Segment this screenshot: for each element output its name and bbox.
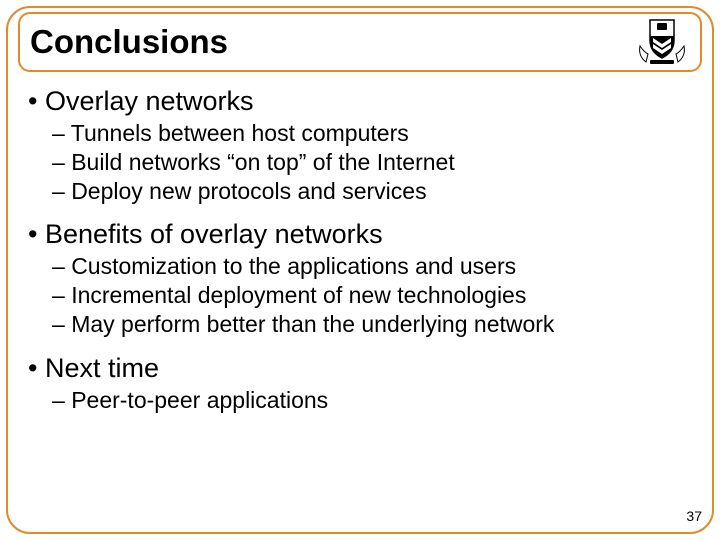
princeton-shield-icon bbox=[634, 16, 690, 66]
sub-bullet: – Incremental deployment of new technolo… bbox=[52, 281, 692, 310]
heading-text: Benefits of overlay networks bbox=[45, 219, 383, 249]
section-heading: • Next time bbox=[28, 353, 692, 384]
section-heading: • Overlay networks bbox=[28, 86, 692, 117]
sub-bullet: – Tunnels between host computers bbox=[52, 119, 692, 148]
sub-bullet: – May perform better than the underlying… bbox=[52, 310, 692, 339]
sub-text: Peer-to-peer applications bbox=[71, 387, 328, 413]
section-2: • Next time – Peer-to-peer applications bbox=[28, 353, 692, 415]
sub-bullet: – Build networks “on top” of the Interne… bbox=[52, 148, 692, 177]
slide-title: Conclusions bbox=[30, 23, 228, 61]
sub-text: Customization to the applications and us… bbox=[71, 253, 516, 279]
section-1: • Benefits of overlay networks – Customi… bbox=[28, 219, 692, 338]
section-heading: • Benefits of overlay networks bbox=[28, 219, 692, 250]
slide-content: • Overlay networks – Tunnels between hos… bbox=[28, 86, 692, 520]
slide-number: 37 bbox=[686, 508, 702, 524]
sub-text: May perform better than the underlying n… bbox=[71, 311, 554, 337]
sub-text: Incremental deployment of new technologi… bbox=[71, 282, 526, 308]
heading-text: Next time bbox=[45, 353, 159, 383]
sub-bullet: – Peer-to-peer applications bbox=[52, 386, 692, 415]
sub-bullet: – Customization to the applications and … bbox=[52, 252, 692, 281]
sub-text: Build networks “on top” of the Internet bbox=[71, 149, 455, 175]
sub-text: Tunnels between host computers bbox=[71, 120, 409, 146]
title-container: Conclusions bbox=[18, 12, 702, 72]
sub-text: Deploy new protocols and services bbox=[71, 178, 426, 204]
heading-text: Overlay networks bbox=[45, 86, 254, 116]
section-0: • Overlay networks – Tunnels between hos… bbox=[28, 86, 692, 205]
sub-bullet: – Deploy new protocols and services bbox=[52, 177, 692, 206]
